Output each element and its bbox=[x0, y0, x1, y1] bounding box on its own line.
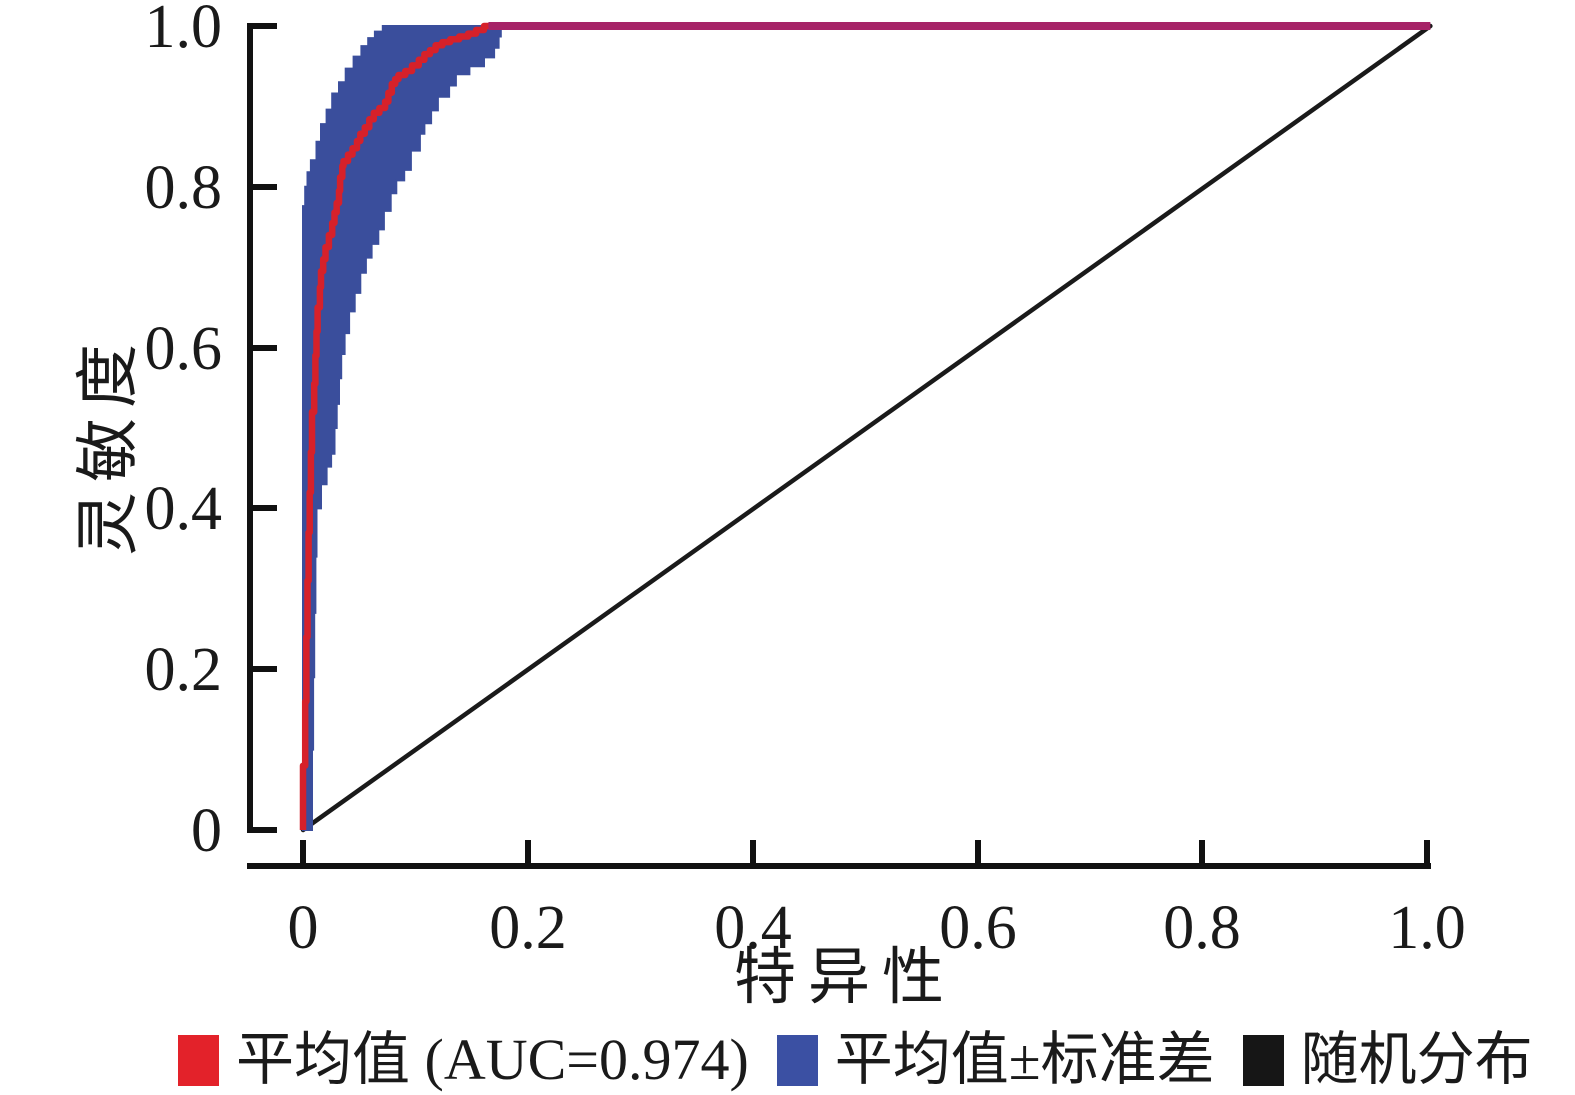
x-tick-label: 0.8 bbox=[1163, 894, 1241, 962]
legend-label-mean: 平均值 (AUC=0.974) bbox=[236, 1027, 749, 1092]
x-tick-label: 1.0 bbox=[1388, 894, 1466, 962]
y-tick-label: 0.2 bbox=[145, 636, 223, 704]
y-tick-label: 0 bbox=[191, 797, 222, 865]
y-tick-label: 0.8 bbox=[145, 154, 223, 222]
x-tick-label: 0.4 bbox=[714, 894, 792, 962]
x-tick-label: 0.2 bbox=[489, 894, 567, 962]
y-axis-tick-labels: 1.0 0.8 0.6 0.4 0.2 0 bbox=[145, 0, 223, 865]
x-axis-ticks bbox=[300, 840, 1430, 866]
y-axis-title: 灵敏度 bbox=[73, 334, 144, 556]
legend-item-mean: 平均值 (AUC=0.974) bbox=[178, 1030, 749, 1090]
x-tick-label: 0.6 bbox=[939, 894, 1017, 962]
x-axis-tick-labels: 0 0.2 0.4 0.6 0.8 1.0 bbox=[288, 894, 1466, 962]
y-tick-label: 0.4 bbox=[145, 475, 223, 543]
legend-item-random: 随机分布 bbox=[1242, 1027, 1533, 1092]
y-tick-label: 1.0 bbox=[145, 0, 223, 61]
legend-item-std-band: 平均值±标准差 bbox=[776, 1027, 1215, 1092]
random-diagonal-line bbox=[300, 23, 1433, 833]
y-tick-label: 0.6 bbox=[145, 315, 223, 383]
x-tick-label: 0 bbox=[288, 894, 319, 962]
legend-label-random: 随机分布 bbox=[1300, 1027, 1533, 1092]
y-axis-ticks bbox=[250, 23, 277, 833]
x-axis-title: 特异性 bbox=[734, 944, 956, 1012]
legend-label-std-band: 平均值±标准差 bbox=[834, 1027, 1215, 1092]
mean-roc-line bbox=[299, 22, 1427, 830]
std-band bbox=[302, 25, 502, 831]
random-color-swatch bbox=[1242, 1034, 1284, 1086]
legend: 平均值 (AUC=0.974) 平均值±标准差 随机分布 bbox=[178, 1030, 1533, 1090]
std-band-color-swatch bbox=[776, 1034, 818, 1086]
plot-area bbox=[299, 22, 1433, 833]
mean-color-swatch bbox=[178, 1034, 219, 1086]
